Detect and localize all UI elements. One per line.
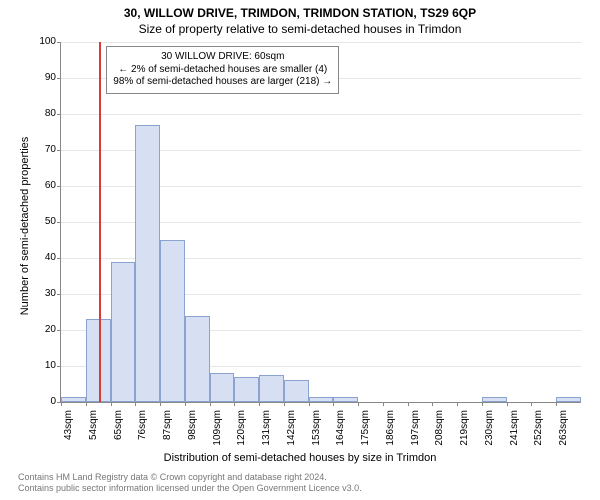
x-tick-mark: [333, 402, 334, 406]
histogram-bar: [333, 397, 358, 402]
histogram-bar: [556, 397, 581, 402]
x-tick-mark: [408, 402, 409, 406]
y-tick-label: 30: [26, 288, 56, 299]
x-tick-mark: [210, 402, 211, 406]
annotation-box: 30 WILLOW DRIVE: 60sqm← 2% of semi-detac…: [106, 46, 339, 94]
reference-line: [99, 42, 101, 402]
x-tick-label: 263sqm: [558, 410, 569, 460]
x-tick-label: 109sqm: [212, 410, 223, 460]
x-tick-label: 186sqm: [385, 410, 396, 460]
y-tick-label: 90: [26, 72, 56, 83]
x-tick-label: 164sqm: [335, 410, 346, 460]
x-tick-label: 219sqm: [459, 410, 470, 460]
x-tick-mark: [135, 402, 136, 406]
y-tick-mark: [57, 294, 61, 295]
x-tick-label: 153sqm: [311, 410, 322, 460]
x-tick-label: 131sqm: [261, 410, 272, 460]
x-tick-mark: [160, 402, 161, 406]
x-tick-mark: [259, 402, 260, 406]
y-gridline: [61, 114, 581, 115]
x-tick-mark: [234, 402, 235, 406]
y-tick-mark: [57, 78, 61, 79]
y-tick-label: 100: [26, 36, 56, 47]
y-tick-label: 10: [26, 360, 56, 371]
y-tick-mark: [57, 222, 61, 223]
x-tick-label: 241sqm: [509, 410, 520, 460]
histogram-bar: [210, 373, 235, 402]
x-tick-mark: [432, 402, 433, 406]
footer-attribution: Contains HM Land Registry data © Crown c…: [18, 472, 362, 494]
x-tick-mark: [482, 402, 483, 406]
x-tick-mark: [556, 402, 557, 406]
y-tick-label: 0: [26, 396, 56, 407]
x-tick-label: 76sqm: [137, 410, 148, 460]
histogram-bar: [309, 397, 334, 402]
histogram-bar: [234, 377, 259, 402]
histogram-bar: [185, 316, 210, 402]
x-tick-label: 197sqm: [410, 410, 421, 460]
y-tick-label: 40: [26, 252, 56, 263]
histogram-bar: [61, 397, 86, 402]
x-tick-mark: [61, 402, 62, 406]
x-tick-mark: [507, 402, 508, 406]
histogram-bar: [482, 397, 507, 402]
footer-line2: Contains public sector information licen…: [18, 483, 362, 494]
x-tick-label: 54sqm: [88, 410, 99, 460]
x-tick-label: 65sqm: [113, 410, 124, 460]
chart-container: 30, WILLOW DRIVE, TRIMDON, TRIMDON STATI…: [0, 0, 600, 500]
plot-area: 30 WILLOW DRIVE: 60sqm← 2% of semi-detac…: [60, 42, 581, 403]
x-tick-label: 175sqm: [360, 410, 371, 460]
y-tick-label: 80: [26, 108, 56, 119]
x-tick-label: 120sqm: [236, 410, 247, 460]
y-tick-label: 50: [26, 216, 56, 227]
x-tick-mark: [185, 402, 186, 406]
y-tick-mark: [57, 186, 61, 187]
x-tick-mark: [358, 402, 359, 406]
x-tick-label: 87sqm: [162, 410, 173, 460]
chart-title-main: 30, WILLOW DRIVE, TRIMDON, TRIMDON STATI…: [0, 6, 600, 20]
x-tick-mark: [531, 402, 532, 406]
x-tick-mark: [457, 402, 458, 406]
y-tick-mark: [57, 366, 61, 367]
x-tick-label: 252sqm: [533, 410, 544, 460]
footer-line1: Contains HM Land Registry data © Crown c…: [18, 472, 362, 483]
y-tick-mark: [57, 330, 61, 331]
y-tick-label: 60: [26, 180, 56, 191]
x-tick-label: 142sqm: [286, 410, 297, 460]
x-tick-label: 230sqm: [484, 410, 495, 460]
histogram-bar: [284, 380, 309, 402]
annotation-line: 98% of semi-detached houses are larger (…: [113, 76, 332, 89]
y-tick-mark: [57, 150, 61, 151]
y-gridline: [61, 42, 581, 43]
x-tick-label: 43sqm: [63, 410, 74, 460]
histogram-bar: [160, 240, 185, 402]
x-tick-mark: [284, 402, 285, 406]
y-tick-label: 70: [26, 144, 56, 155]
x-tick-label: 208sqm: [434, 410, 445, 460]
x-tick-mark: [111, 402, 112, 406]
histogram-bar: [259, 375, 284, 402]
chart-title-sub: Size of property relative to semi-detach…: [0, 22, 600, 36]
annotation-line: 30 WILLOW DRIVE: 60sqm: [113, 51, 332, 64]
y-tick-mark: [57, 114, 61, 115]
y-tick-mark: [57, 42, 61, 43]
histogram-bar: [86, 319, 111, 402]
x-tick-mark: [383, 402, 384, 406]
y-tick-mark: [57, 258, 61, 259]
histogram-bar: [111, 262, 136, 402]
y-tick-label: 20: [26, 324, 56, 335]
x-tick-mark: [309, 402, 310, 406]
x-tick-mark: [86, 402, 87, 406]
x-tick-label: 98sqm: [187, 410, 198, 460]
annotation-line: ← 2% of semi-detached houses are smaller…: [113, 64, 332, 77]
histogram-bar: [135, 125, 160, 402]
